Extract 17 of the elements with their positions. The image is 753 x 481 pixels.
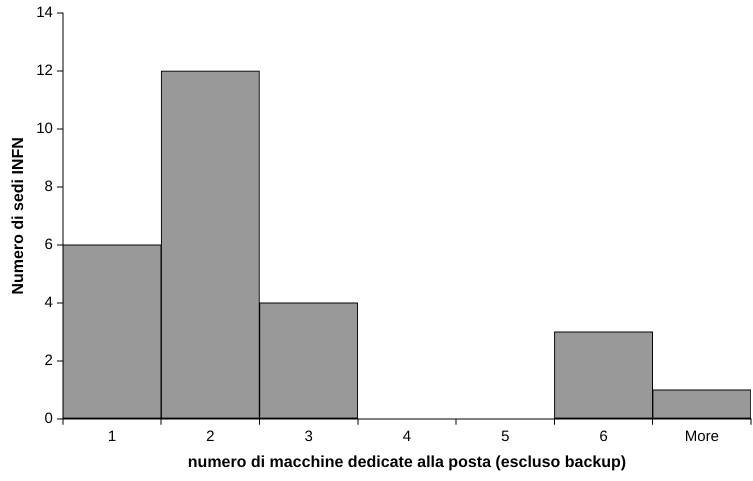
y-tick-label: 6 (44, 236, 53, 254)
x-tick-label: 2 (206, 428, 215, 445)
x-tick-label: 3 (304, 428, 313, 445)
x-axis-title: numero di macchine dedicate alla posta (escluso backup) (188, 454, 626, 471)
y-tick-label: 14 (36, 4, 53, 22)
x-tick-label: More (684, 428, 719, 445)
x-tick-label: 1 (108, 428, 116, 445)
y-tick-label: 8 (44, 178, 53, 196)
y-tick-label: 10 (36, 120, 53, 138)
y-axis-title: Numero di sedi INFN (10, 137, 28, 295)
y-tick-label: 0 (44, 410, 53, 427)
x-tick-label: 4 (402, 428, 412, 445)
y-tick-label: 2 (44, 352, 53, 369)
x-tick-label: 6 (599, 428, 608, 445)
y-tick-label: 4 (44, 294, 53, 311)
x-tick-label: 5 (501, 428, 510, 445)
y-tick-label: 12 (36, 62, 53, 80)
